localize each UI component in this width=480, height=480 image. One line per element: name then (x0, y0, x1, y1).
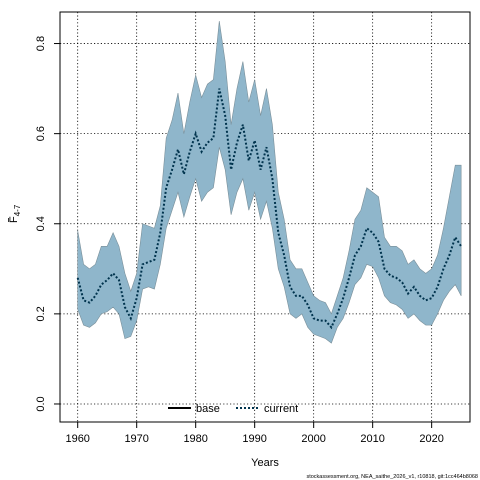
legend-base-label: base (196, 403, 220, 415)
x-axis-title: Years (251, 457, 279, 469)
y-tick-label: 0.8 (35, 36, 47, 51)
grid-layer (60, 12, 470, 422)
series-current-line (76, 88, 462, 330)
x-tick-label: 1960 (65, 433, 89, 445)
plot-frame (59, 11, 471, 423)
y-tick-label: 0.4 (35, 216, 47, 231)
y-axis-title-sub: 4-7 (13, 204, 22, 216)
x-tick-label: 2000 (301, 433, 325, 445)
confidence-band-layer (77, 20, 462, 344)
legend-current-label: current (264, 403, 298, 415)
confidence-band (77, 20, 462, 344)
y-axis-title: F4-7 (8, 204, 22, 223)
x-tick-label: 1970 (124, 433, 148, 445)
legend: base current (168, 403, 298, 415)
x-tick-label: 1980 (183, 433, 207, 445)
series-line-layer (76, 88, 462, 330)
svg-text:F4-7: F4-7 (8, 204, 22, 223)
y-axis: 0.0 0.2 0.4 0.6 0.8 (35, 36, 60, 412)
footer-note: stockassessment.org, NEA_saithe_2026_v1,… (306, 474, 478, 480)
y-tick-label: 0.0 (35, 396, 47, 411)
y-tick-label: 0.6 (35, 126, 47, 141)
x-tick-label: 2020 (419, 433, 443, 445)
x-tick-label: 2010 (360, 433, 384, 445)
x-axis: 1960 1970 1980 1990 2000 2010 2020 (65, 422, 444, 445)
y-tick-label: 0.2 (35, 306, 47, 321)
x-tick-label: 1990 (242, 433, 266, 445)
y-axis-title-main: F (8, 216, 20, 223)
